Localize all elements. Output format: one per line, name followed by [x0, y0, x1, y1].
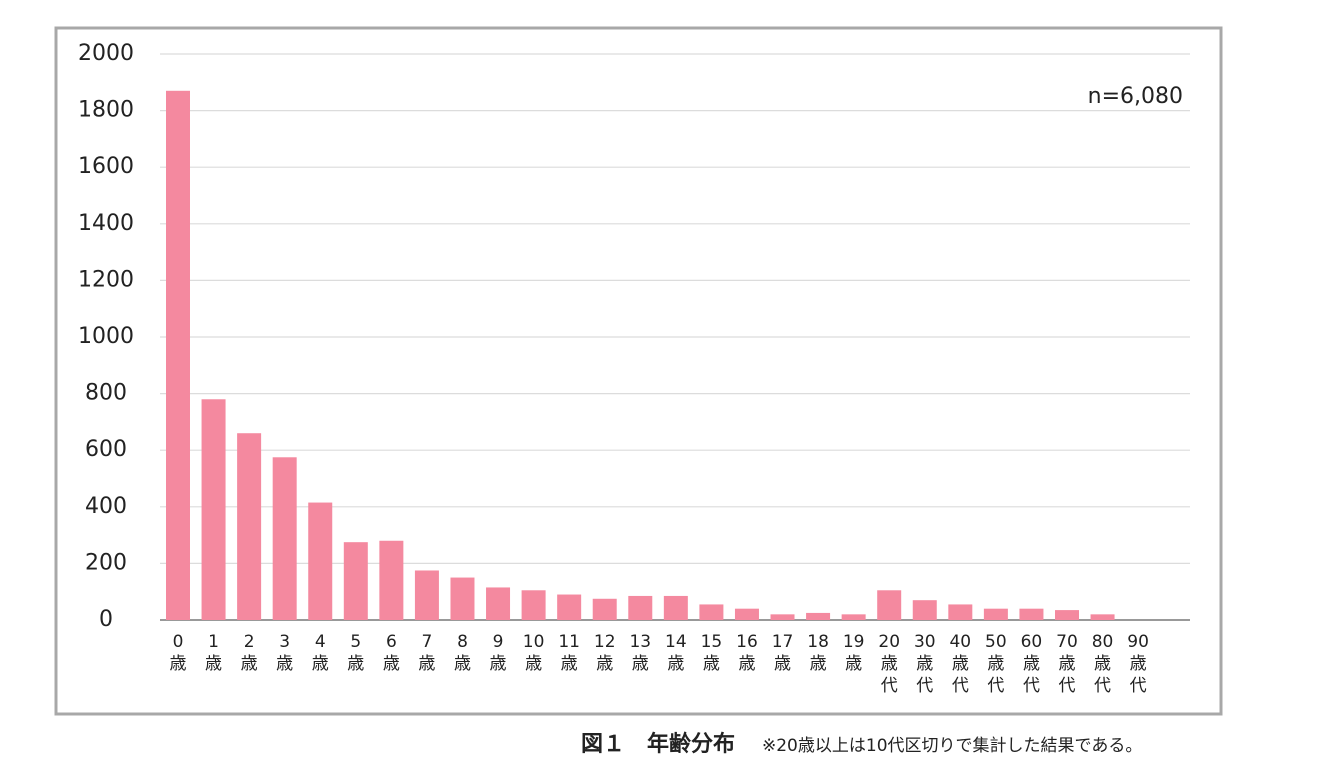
x-tick-label: 11 歳: [558, 632, 580, 674]
x-tick-label: 18 歳: [807, 632, 829, 674]
y-tick-label: 800: [85, 381, 127, 406]
y-tick-label: 1000: [78, 324, 134, 349]
y-tick-label: 400: [85, 494, 127, 519]
bar: [841, 614, 866, 620]
bar: [1055, 610, 1079, 620]
x-tick-label: 15 歳: [701, 632, 723, 674]
x-tick-label: 70 歳代: [1056, 632, 1078, 696]
caption: 図１ 年齢分布: [581, 731, 735, 757]
y-tick-label: 200: [85, 550, 127, 575]
bar: [450, 577, 475, 620]
y-tick-label: 1600: [78, 154, 134, 179]
annotation: n=6,080: [1088, 84, 1183, 109]
bar: [734, 608, 759, 620]
x-tick-label: 12 歳: [594, 632, 616, 674]
x-tick-label: 17 歳: [772, 632, 794, 674]
x-tick-label: 30 歳代: [914, 632, 936, 696]
bar: [308, 502, 333, 620]
bar: [770, 614, 795, 620]
x-tick-label: 13 歳: [629, 632, 651, 674]
bar: [948, 604, 973, 620]
bar: [628, 595, 653, 620]
x-tick-label: 90 歳代: [1127, 632, 1149, 696]
y-tick-label: 1200: [78, 267, 134, 292]
bar: [486, 587, 511, 620]
bar: [877, 590, 902, 620]
bar: [272, 457, 297, 620]
bar: [237, 433, 262, 620]
note: ※20歳以上は10代区切りで集計した結果である。: [762, 736, 1142, 756]
bar: [557, 594, 582, 620]
bar: [592, 598, 617, 620]
y-tick-label: 1400: [78, 211, 134, 236]
x-tick-label: 40 歳代: [949, 632, 971, 696]
bar: [379, 540, 404, 620]
y-tick-label: 2000: [78, 41, 134, 66]
bar: [414, 570, 439, 620]
bar: [912, 600, 937, 620]
x-tick-label: 60 歳代: [1021, 632, 1043, 696]
bar: [663, 595, 688, 620]
x-tick-label: 20 歳代: [878, 632, 900, 696]
x-tick-label: 50 歳代: [985, 632, 1007, 696]
bar: [1019, 608, 1044, 620]
y-tick-label: 600: [85, 437, 127, 462]
bar: [521, 590, 546, 620]
bar: [343, 542, 368, 620]
y-tick-label: 0: [99, 607, 113, 632]
x-tick-label: 80 歳代: [1092, 632, 1114, 696]
y-tick-label: 1800: [78, 98, 134, 123]
x-tick-label: 10 歳: [523, 632, 545, 674]
bar: [1090, 614, 1115, 620]
bar: [806, 612, 831, 620]
x-tick-label: 19 歳: [843, 632, 865, 674]
bar: [201, 399, 226, 620]
bar: [983, 608, 1008, 620]
bar: [699, 604, 724, 620]
x-tick-label: 14 歳: [665, 632, 687, 674]
bar: [166, 90, 190, 621]
x-tick-label: 16 歳: [736, 632, 758, 674]
